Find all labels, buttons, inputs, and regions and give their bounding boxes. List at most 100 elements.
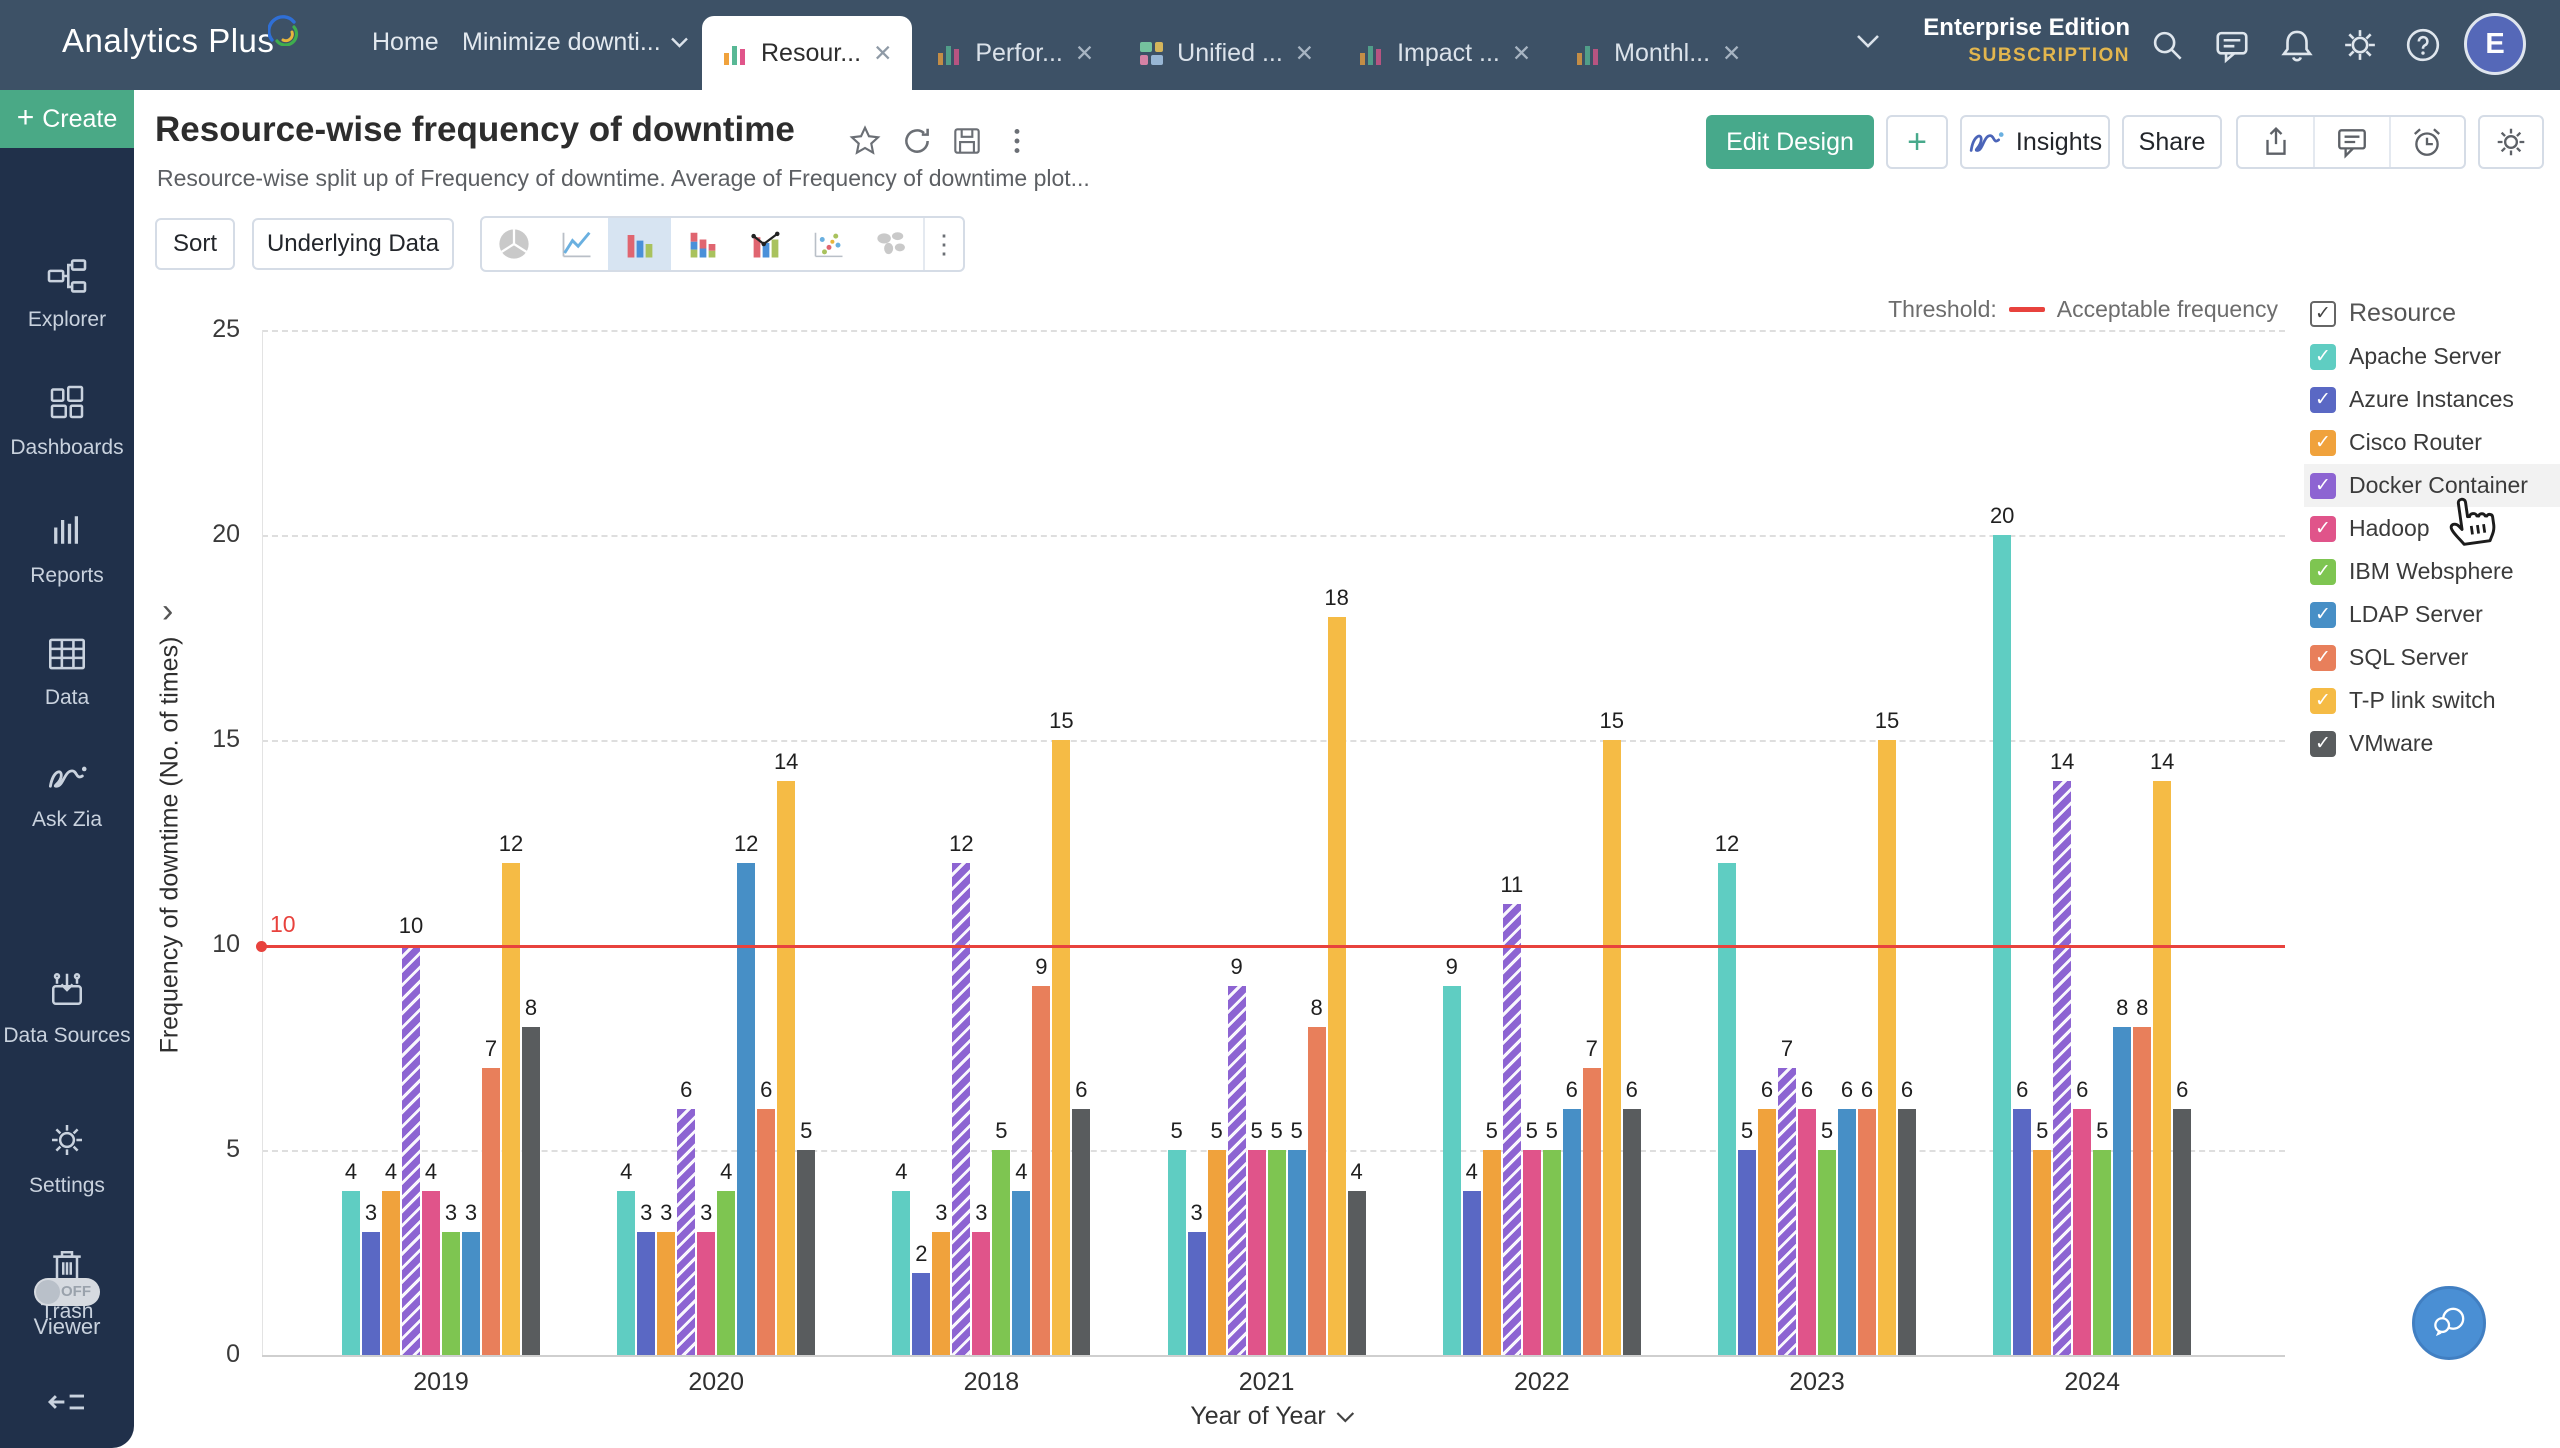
bar-docker-container[interactable]: 12: [949, 831, 974, 1355]
bar-t-p-link-switch[interactable]: 12: [499, 831, 523, 1355]
bar-apache-server[interactable]: 4: [342, 1159, 360, 1355]
chart-type-line[interactable]: [545, 218, 608, 270]
export-button[interactable]: [2238, 117, 2313, 167]
bar-docker-container[interactable]: 11: [1500, 872, 1523, 1355]
bar-azure-instances[interactable]: 6: [2013, 1077, 2032, 1355]
bar-t-p-link-switch[interactable]: 14: [774, 749, 798, 1355]
bar-docker-container[interactable]: 7: [1778, 1036, 1796, 1355]
chart-type-stacked-bar[interactable]: [671, 218, 734, 270]
x-axis-title-dropdown[interactable]: Year of Year: [1190, 1402, 1355, 1431]
bar-ldap-server[interactable]: 3: [462, 1200, 480, 1355]
report-settings-button[interactable]: [2480, 117, 2542, 167]
legend-item-sql-server[interactable]: ✓ SQL Server: [2304, 636, 2560, 679]
refresh-icon[interactable]: [900, 124, 934, 158]
bar-sql-server[interactable]: 7: [1582, 1036, 1601, 1355]
bar-ldap-server[interactable]: 6: [1562, 1077, 1581, 1355]
bar-ldap-server[interactable]: 6: [1838, 1077, 1856, 1355]
bar-hadoop[interactable]: 3: [972, 1200, 991, 1355]
favorite-star-icon[interactable]: [848, 124, 882, 158]
bar-hadoop[interactable]: 5: [1522, 1118, 1541, 1355]
bar-hadoop[interactable]: 6: [2073, 1077, 2092, 1355]
bar-hadoop[interactable]: 3: [697, 1200, 716, 1355]
sidebar-item-reports[interactable]: Reports: [0, 510, 134, 588]
bar-docker-container[interactable]: 14: [2050, 749, 2074, 1355]
viewer-toggle[interactable]: OFF: [34, 1278, 100, 1306]
legend-item-ibm-websphere[interactable]: ✓ IBM Websphere: [2304, 550, 2560, 593]
help-icon[interactable]: [2404, 26, 2442, 64]
legend-item-t-p-link-switch[interactable]: ✓ T-P link switch: [2304, 679, 2560, 722]
sidebar-item-settings[interactable]: Settings: [0, 1120, 134, 1198]
bar-ldap-server[interactable]: 4: [1012, 1159, 1031, 1355]
bar-hadoop[interactable]: 6: [1798, 1077, 1816, 1355]
bar-t-p-link-switch[interactable]: 18: [1324, 585, 1349, 1355]
bar-azure-instances[interactable]: 4: [1462, 1159, 1481, 1355]
notifications-bell-icon[interactable]: [2278, 26, 2316, 64]
tab-close-icon[interactable]: ✕: [873, 39, 893, 66]
legend-item-docker-container[interactable]: ✓ Docker Container: [2304, 464, 2560, 507]
bar-azure-instances[interactable]: 3: [1187, 1200, 1206, 1355]
tab-close-icon[interactable]: ✕: [1722, 39, 1742, 66]
bar-sql-server[interactable]: 6: [1858, 1077, 1876, 1355]
legend-checkbox[interactable]: ✓: [2310, 601, 2336, 628]
bar-cisco-router[interactable]: 3: [932, 1200, 951, 1355]
bar-ibm-websphere[interactable]: 3: [442, 1200, 460, 1355]
bar-docker-container[interactable]: 10: [399, 913, 423, 1355]
title-more-kebab-icon[interactable]: [1000, 124, 1034, 158]
create-button[interactable]: + Create: [0, 90, 134, 148]
bar-sql-server[interactable]: 6: [757, 1077, 776, 1355]
search-icon[interactable]: [2148, 26, 2186, 64]
nav-minimize-downtime[interactable]: Minimize downti...: [462, 28, 688, 57]
chart-type-more-kebab[interactable]: ⋮: [923, 218, 963, 270]
legend-checkbox[interactable]: ✓: [2310, 687, 2336, 714]
save-icon[interactable]: [950, 124, 984, 158]
legend-checkbox[interactable]: ✓: [2310, 644, 2336, 671]
sidebar-item-data-sources[interactable]: Data Sources: [0, 970, 134, 1048]
legend-checkbox[interactable]: ✓: [2310, 386, 2336, 413]
bar-apache-server[interactable]: 4: [892, 1159, 911, 1355]
chart-type-pie[interactable]: [482, 218, 545, 270]
bar-apache-server[interactable]: 9: [1442, 954, 1461, 1355]
bar-cisco-router[interactable]: 5: [1482, 1118, 1501, 1355]
tab-resour[interactable]: Resour... ✕: [702, 16, 913, 90]
bar-ibm-websphere[interactable]: 5: [2093, 1118, 2112, 1355]
chart-type-bar-active[interactable]: [608, 218, 671, 270]
bar-azure-instances[interactable]: 3: [637, 1200, 656, 1355]
legend-checkbox[interactable]: ✓: [2310, 558, 2336, 585]
bar-ibm-websphere[interactable]: 5: [1818, 1118, 1836, 1355]
bar-t-p-link-switch[interactable]: 15: [1049, 708, 1074, 1355]
bar-t-p-link-switch[interactable]: 14: [2150, 749, 2174, 1355]
user-avatar[interactable]: E: [2464, 13, 2526, 75]
bar-vmware[interactable]: 6: [1072, 1077, 1091, 1355]
bar-docker-container[interactable]: 6: [677, 1077, 696, 1355]
bar-cisco-router[interactable]: 6: [1758, 1077, 1776, 1355]
sidebar-item-data[interactable]: Data: [0, 636, 134, 710]
tab-impact[interactable]: Impact ... ✕: [1338, 16, 1551, 90]
tab-unified[interactable]: Unified ... ✕: [1118, 16, 1334, 90]
axis-expand-chevron-icon[interactable]: ›: [162, 592, 174, 630]
insights-button[interactable]: Insights: [1960, 115, 2110, 169]
bar-t-p-link-switch[interactable]: 15: [1875, 708, 1899, 1355]
sort-button[interactable]: Sort: [155, 218, 235, 270]
share-button[interactable]: Share: [2122, 115, 2222, 169]
legend-item-apache-server[interactable]: ✓ Apache Server: [2304, 335, 2560, 378]
chart-type-scatter[interactable]: [797, 218, 860, 270]
bar-vmware[interactable]: 5: [797, 1118, 816, 1355]
sidebar-item-ask-zia[interactable]: Ask Zia: [0, 758, 134, 832]
schedule-alert-button[interactable]: [2388, 117, 2464, 167]
bar-azure-instances[interactable]: 3: [362, 1200, 380, 1355]
tab-close-icon[interactable]: ✕: [1074, 39, 1095, 66]
legend-checkbox[interactable]: ✓: [2310, 343, 2336, 370]
more-tabs-chevron-down-icon[interactable]: [1856, 34, 1880, 49]
legend-checkbox[interactable]: ✓: [2310, 515, 2336, 542]
legend-item-cisco-router[interactable]: ✓ Cisco Router: [2304, 421, 2560, 464]
sidebar-item-dashboards[interactable]: Dashboards: [0, 382, 134, 460]
admin-gear-icon[interactable]: [2341, 26, 2379, 64]
bar-ibm-websphere[interactable]: 5: [992, 1118, 1011, 1355]
bar-vmware[interactable]: 4: [1347, 1159, 1366, 1355]
bar-cisco-router[interactable]: 5: [2033, 1118, 2052, 1355]
bar-cisco-router[interactable]: 3: [657, 1200, 676, 1355]
nav-home[interactable]: Home: [372, 28, 439, 56]
tab-perfor[interactable]: Perfor... ✕: [916, 16, 1114, 90]
bar-sql-server[interactable]: 9: [1032, 954, 1051, 1355]
legend-item-azure-instances[interactable]: ✓ Azure Instances: [2304, 378, 2560, 421]
